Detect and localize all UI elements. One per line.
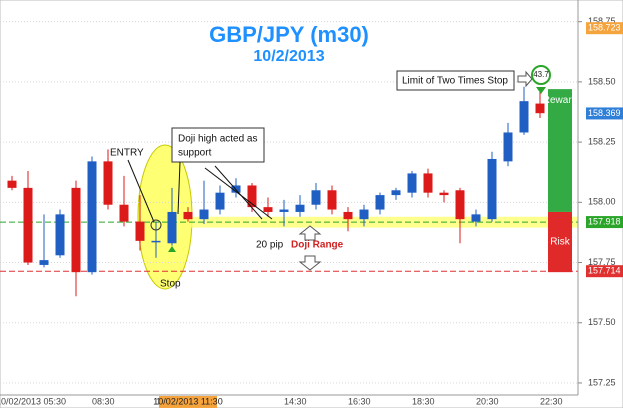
x-highlight-box (159, 396, 217, 408)
range-arrow-up (298, 225, 322, 241)
note-arrow (177, 161, 181, 215)
note-arrow (204, 167, 273, 220)
candle-body (343, 211, 353, 220)
price-box (586, 216, 623, 229)
indicator-circle (531, 65, 551, 85)
candle-body (295, 204, 305, 212)
candle-body (23, 187, 33, 263)
candle-body (519, 101, 529, 133)
x-tick-label: 10/02/2013 05:30 (0, 396, 66, 406)
candle-body (407, 173, 417, 193)
x-tick-label: 18:30 (412, 396, 435, 406)
price-label: 157.714 (588, 266, 621, 276)
price-label: 158.369 (588, 108, 621, 118)
candle-body (375, 195, 385, 210)
range-arrow-down (298, 255, 322, 271)
x-tick-label: 10/02/2013 11:30 (153, 396, 222, 406)
note-text: Doji high acted as (178, 134, 258, 145)
candle-body (439, 192, 449, 196)
candle-body (423, 173, 433, 193)
x-tick-label: 08:30 (92, 396, 115, 406)
candle-body (455, 190, 465, 220)
x-tick-label: 14:30 (284, 396, 307, 406)
note-box (171, 127, 265, 163)
chart-title: GBP/JPY (m30) (209, 22, 369, 47)
y-tick-label: 157.25 (588, 377, 616, 387)
candle-body (327, 190, 337, 210)
x-tick-label: 20:30 (476, 396, 499, 406)
limit-arrow (517, 70, 533, 88)
y-tick-label: 157.50 (588, 317, 616, 327)
candle-body (503, 132, 513, 162)
candle-body (167, 211, 177, 244)
candle-body (71, 187, 81, 273)
indicator-value: 43.7 (533, 70, 549, 79)
candle-body (151, 240, 161, 243)
y-tick-label: 157.75 (588, 257, 616, 267)
candle-body (87, 161, 97, 273)
note-text: support (178, 148, 212, 159)
x-tick-label: 16:30 (348, 396, 371, 406)
x-tick-label: 22:30 (540, 396, 563, 406)
y-tick-label: 158.00 (588, 197, 616, 207)
candle-body (7, 180, 17, 188)
stop-label: Stop (160, 279, 181, 290)
price-box (586, 265, 623, 278)
candle-body (391, 190, 401, 196)
limit-box (396, 70, 515, 91)
candle-body (135, 221, 145, 241)
entry-arrow (127, 159, 155, 223)
y-tick-label: 158.50 (588, 76, 616, 86)
candle-body (247, 185, 257, 208)
entry-label: ENTRY (110, 148, 144, 159)
candle-body (119, 204, 129, 222)
candle-body (39, 260, 49, 265)
zone (548, 211, 572, 273)
candle-body (183, 211, 193, 220)
candle-body (279, 209, 289, 212)
range-label: Doji Range (291, 240, 344, 251)
candle-body (471, 214, 481, 222)
note-arrow (214, 165, 263, 220)
limit-label: Limit of Two Times Stop (402, 76, 508, 87)
candle-body (263, 207, 273, 212)
candle-body (55, 214, 65, 256)
candle-body (311, 190, 321, 205)
y-tick-label: 158.75 (588, 16, 616, 26)
y-tick-label: 158.25 (588, 136, 616, 146)
annotation-layer: GBP/JPY (m30) 10/2/2013 ENTRY Doji high … (110, 22, 551, 290)
price-label: 158.723 (588, 23, 621, 33)
zone (548, 89, 572, 212)
pip-label: 20 pip (256, 240, 284, 251)
candle-body (359, 209, 369, 220)
up-icon (168, 246, 176, 252)
candle-body (215, 192, 225, 210)
price-label: 157.918 (588, 216, 621, 226)
candle-body (535, 103, 545, 114)
indicator-arrow (536, 87, 546, 94)
price-box (586, 22, 623, 35)
zone-label: Risk (550, 237, 570, 248)
candle-body (103, 161, 113, 205)
price-box (586, 107, 623, 120)
chart-subtitle: 10/2/2013 (253, 48, 324, 65)
candle-body (199, 209, 209, 220)
candle-body (487, 158, 497, 220)
entry-circle (150, 219, 162, 231)
zone-label: Reward (543, 95, 577, 106)
